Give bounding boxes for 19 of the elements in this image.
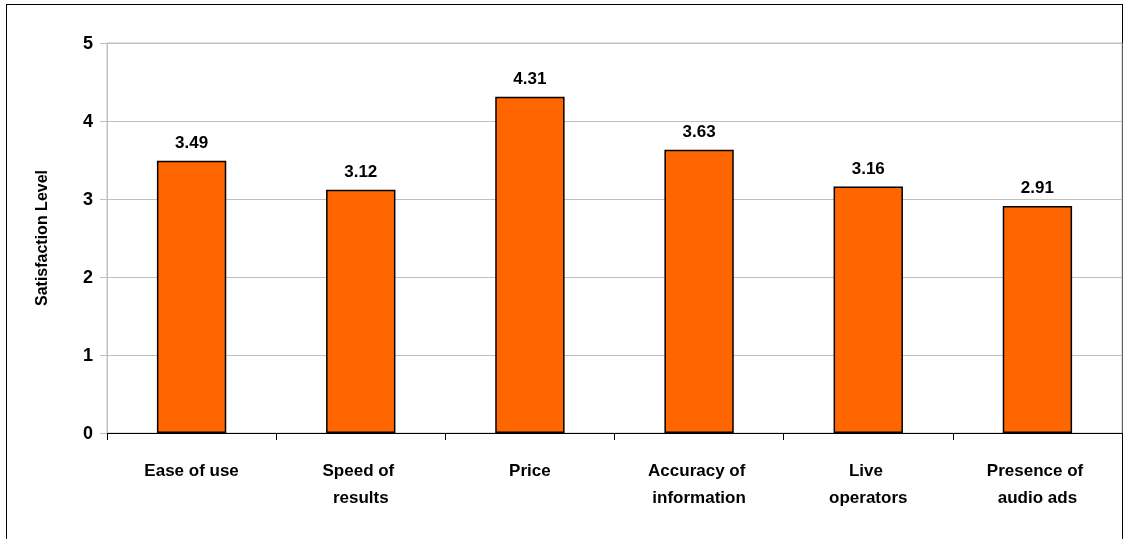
data-label: 3.63 <box>682 121 716 141</box>
x-tick-label: Speed of results <box>322 461 400 507</box>
x-tick-label: Ease of use <box>144 461 239 480</box>
data-label: 2.91 <box>1020 178 1054 198</box>
x-tick-label: Accuracy of information <box>648 461 751 507</box>
y-tick-label: 1 <box>82 345 93 365</box>
y-tick-label: 2 <box>82 267 93 287</box>
y-axis-title: Satisfaction Level <box>32 169 50 307</box>
x-tick-label: Presence of audio ads <box>986 461 1088 507</box>
x-tick-label: Price <box>509 461 551 480</box>
data-label: 3.16 <box>851 158 885 178</box>
data-label: 3.12 <box>344 161 378 181</box>
data-label: 4.31 <box>513 68 547 88</box>
x-tick-label: Live operators <box>829 461 908 507</box>
y-tick-label: 0 <box>82 423 93 443</box>
y-tick-label: 5 <box>82 33 93 53</box>
data-label: 3.49 <box>175 132 209 152</box>
y-tick-label: 4 <box>82 111 93 131</box>
y-tick-label: 3 <box>82 189 93 209</box>
